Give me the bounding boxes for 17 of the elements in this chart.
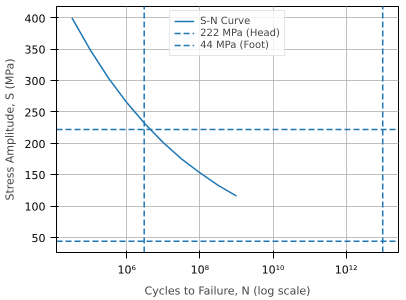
x-tick-label: 10⁶ — [118, 264, 137, 276]
y-tick-label: 100 — [24, 200, 46, 214]
y-tick-label: 250 — [24, 106, 46, 120]
y-tick-label: 400 — [24, 12, 46, 26]
x-tick-label: 10¹⁰ — [262, 264, 286, 276]
y-tick-label: 200 — [24, 138, 46, 151]
y-tick-label: 300 — [24, 75, 46, 88]
y-axis-title: Stress Amplitude, S (MPa) — [4, 58, 17, 201]
legend-label: S-N Curve — [200, 15, 250, 27]
legend-label: 44 MPa (Foot) — [200, 39, 269, 51]
y-tick-label: 350 — [24, 44, 46, 57]
x-axis-title: Cycles to Failure, N (log scale) — [144, 284, 310, 298]
legend-label: 222 MPa (Head) — [200, 27, 280, 39]
y-tick-label: 150 — [24, 169, 46, 182]
y-tick-label: 50 — [32, 232, 46, 245]
x-tick-label: 10⁸ — [190, 264, 210, 276]
x-tick-label: 10¹² — [334, 264, 358, 276]
